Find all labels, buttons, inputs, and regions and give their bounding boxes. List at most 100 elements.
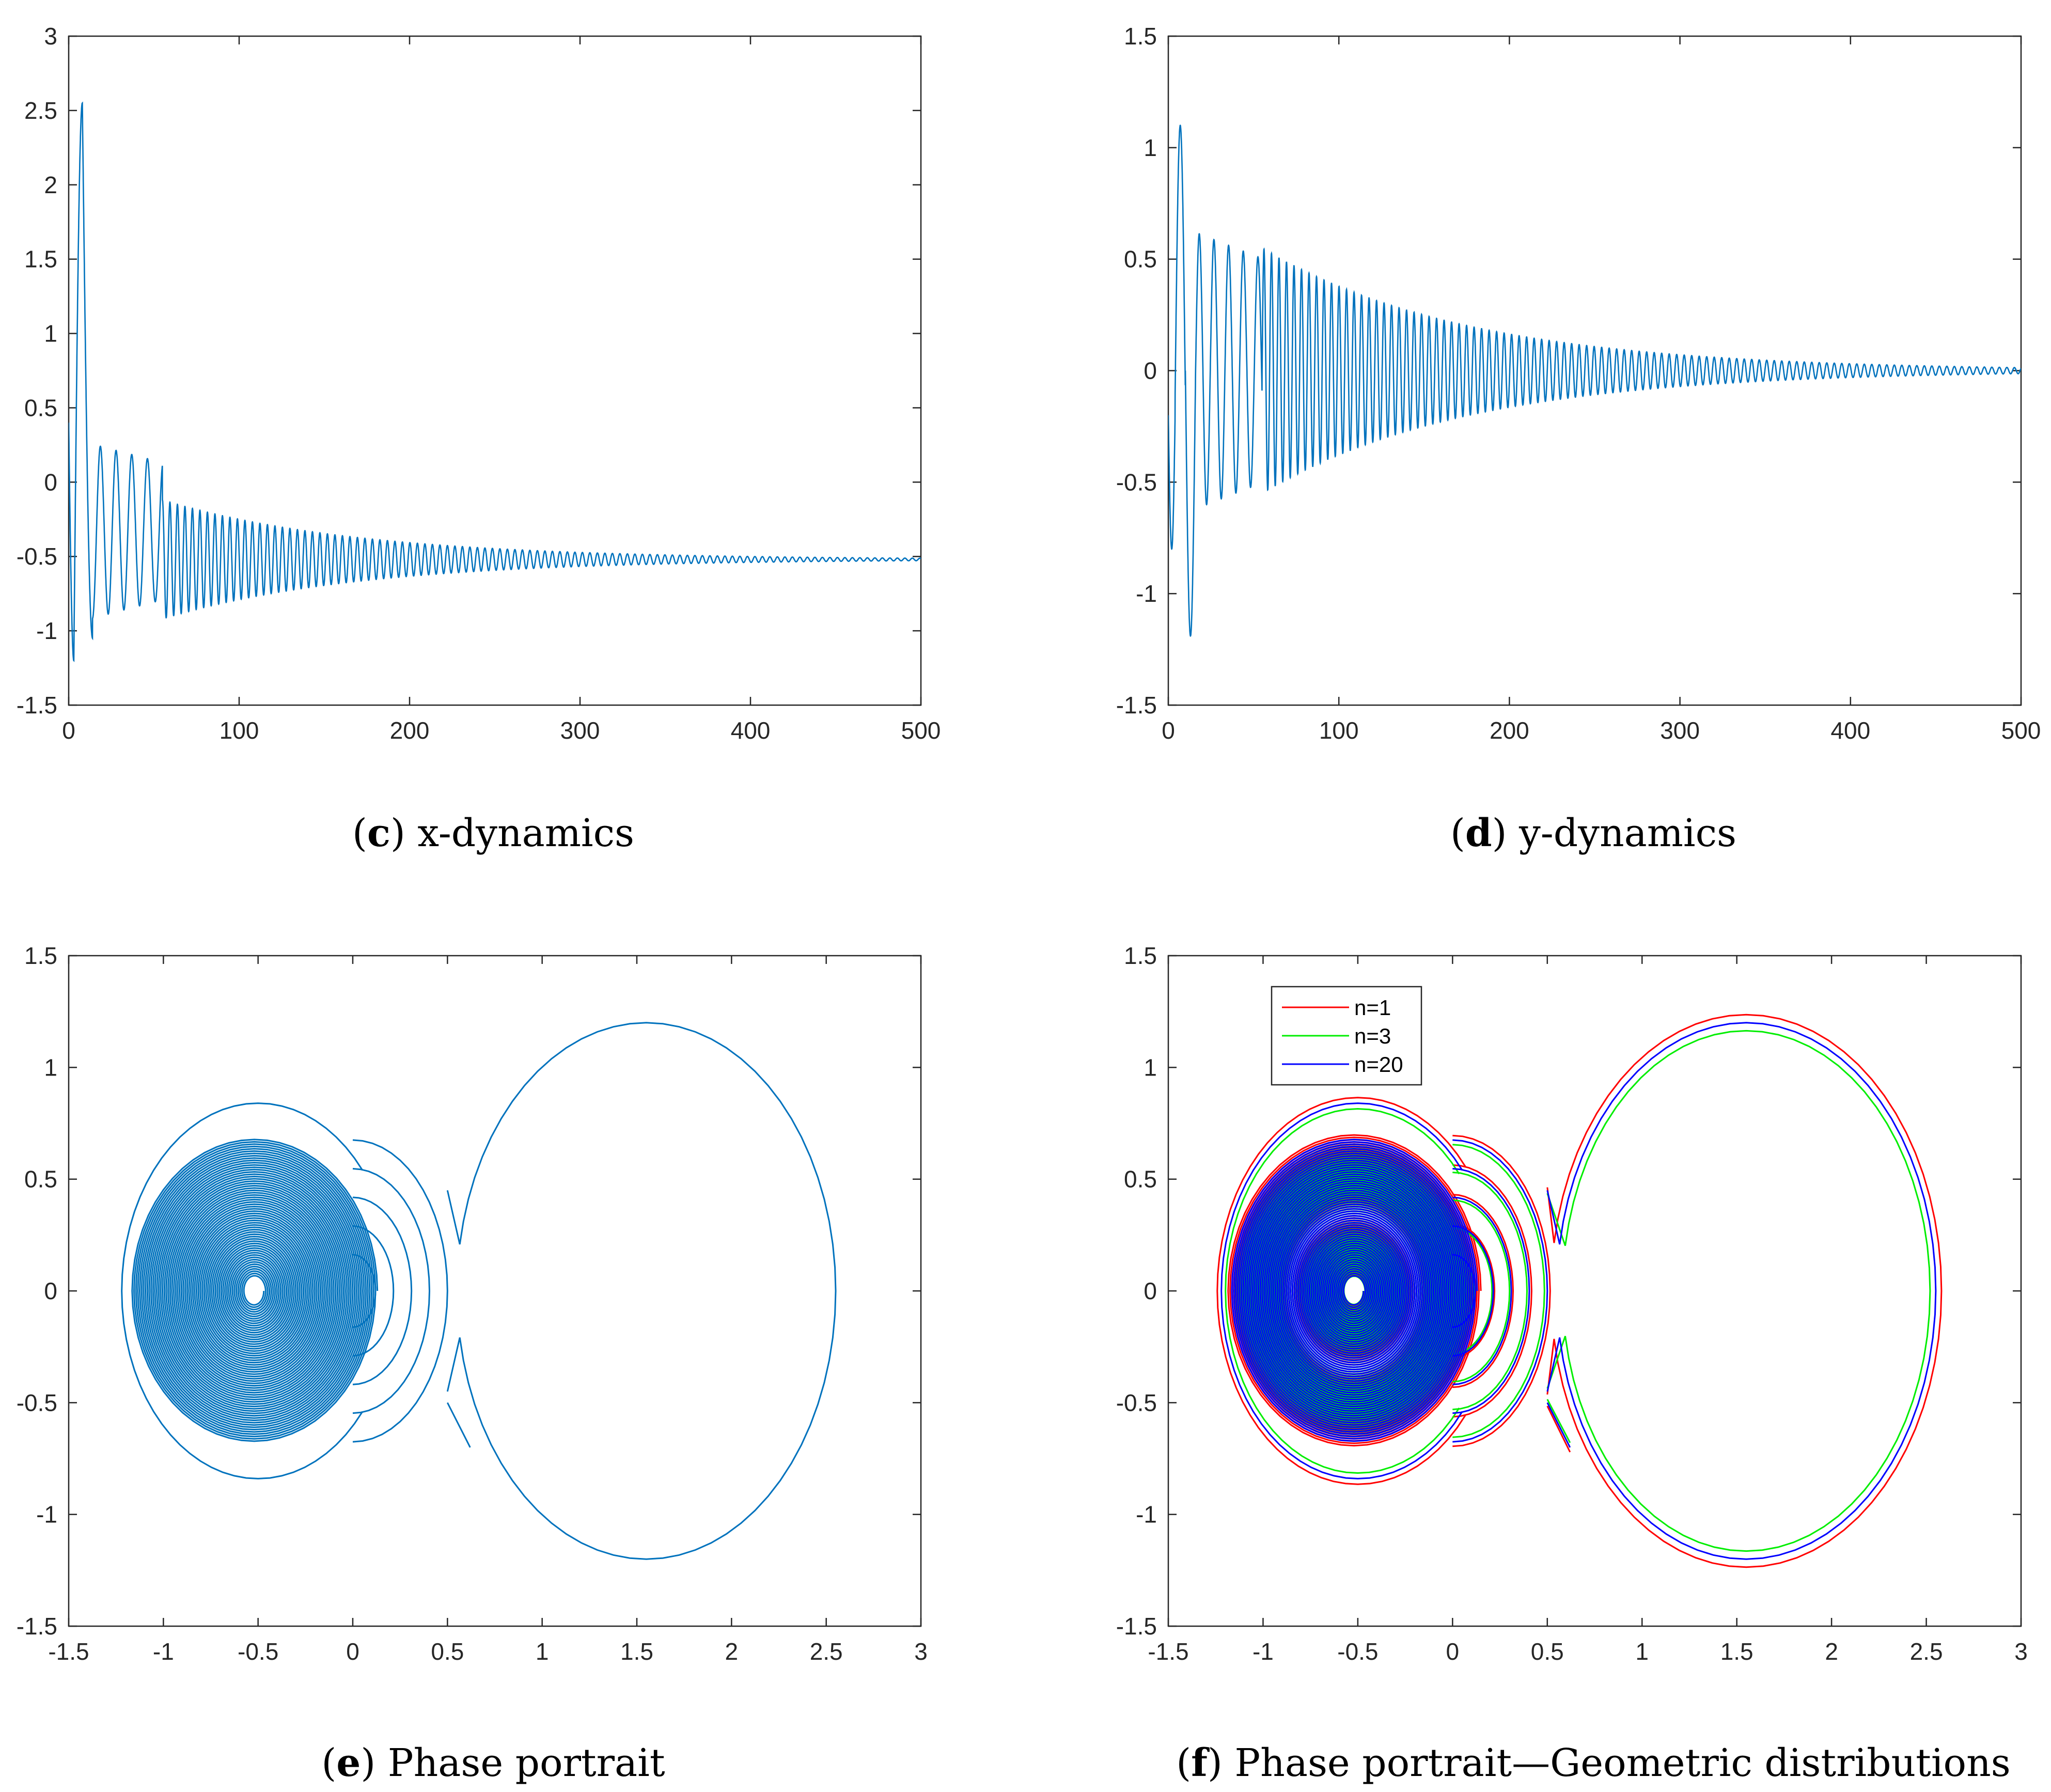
x-tick-label-e-1: -1 — [153, 1638, 174, 1665]
series-e-0-seg-2 — [446, 1022, 837, 1560]
series-f-2-seg-5 — [1452, 1196, 1512, 1385]
series-f-1-seg-4 — [1452, 1227, 1493, 1355]
x-tick-label-f-6: 1.5 — [1720, 1638, 1753, 1665]
series-e-0-seg-7 — [352, 1139, 448, 1443]
legend-label-f-1: n=3 — [1354, 1024, 1391, 1048]
caption-e-letter: e — [336, 1741, 361, 1785]
panel-f: -1.5 -1 -0.5 0 0.5 1 1.5 2 2.5 3 -1.5 -1 -0.5 0 0.5 1 1.… — [1116, 942, 2028, 1665]
series-f-0-seg-0 — [1546, 1406, 1571, 1453]
series-f-0-seg-1 — [1216, 1097, 1466, 1485]
x-tick-label-e-8: 2.5 — [810, 1638, 843, 1665]
y-tick-label-c-8: 2.5 — [24, 97, 57, 124]
x-tick-label-e-5: 1 — [536, 1638, 549, 1665]
x-tick-label-f-2: -0.5 — [1337, 1638, 1378, 1665]
series-f-1-seg-6 — [1452, 1172, 1528, 1410]
y-tick-label-e-4: 0.5 — [24, 1166, 57, 1193]
y-tick-label-e-0: -1.5 — [17, 1613, 57, 1640]
x-tick-label-e-6: 1.5 — [620, 1638, 653, 1665]
series-e-0-seg-4 — [352, 1225, 395, 1357]
caption-e-text: Phase portrait — [387, 1741, 665, 1785]
series-f-2-seg-2 — [1546, 1022, 1937, 1560]
x-tick-label-d-1: 100 — [1319, 717, 1359, 744]
x-tick-label-d-0: 0 — [1162, 717, 1175, 744]
x-tick-label-c-1: 100 — [220, 717, 259, 744]
series-f-0-seg-6 — [1452, 1164, 1532, 1418]
caption-d-letter: d — [1465, 811, 1492, 855]
y-tick-label-c-2: -0.5 — [17, 543, 57, 570]
x-tick-label-f-0: -1.5 — [1148, 1638, 1188, 1665]
x-tick-label-f-4: 0.5 — [1531, 1638, 1564, 1665]
y-tick-label-f-1: -1 — [1136, 1501, 1157, 1528]
panel-e: -1.5 -1 -0.5 0 0.5 1 1.5 2 2.5 3 -1.5 -1 -0.5 0 0.5 1 1.… — [17, 942, 928, 1665]
y-tick-label-e-2: -0.5 — [17, 1389, 57, 1416]
x-tick-label-c-3: 300 — [560, 717, 600, 744]
x-tick-label-f-3: 0 — [1446, 1638, 1460, 1665]
x-tick-label-e-3: 0 — [346, 1638, 359, 1665]
series-f-0-seg-2 — [1546, 1014, 1943, 1568]
series-f-1-seg-7 — [1452, 1144, 1545, 1438]
series-f-0-seg-7 — [1452, 1134, 1551, 1447]
y-tick-label-d-6: 1.5 — [1124, 23, 1157, 50]
caption-f-text: Phase portrait—Geometric distributions — [1234, 1741, 2011, 1785]
y-tick-label-d-0: -1.5 — [1116, 692, 1157, 719]
caption-c: (c) x-dynamics — [352, 811, 634, 855]
x-tick-label-d-3: 300 — [1660, 717, 1700, 744]
y-tick-label-f-3: 0 — [1144, 1277, 1157, 1304]
y-tick-label-f-2: -0.5 — [1116, 1389, 1157, 1416]
legend-label-f-2: n=20 — [1354, 1052, 1403, 1077]
y-tick-label-e-5: 1 — [44, 1054, 57, 1081]
series-f-1-seg-5 — [1452, 1199, 1511, 1383]
caption-f-letter: f — [1191, 1741, 1208, 1785]
x-tick-label-d-2: 200 — [1490, 717, 1529, 744]
series-f-2-seg-0 — [1546, 1402, 1571, 1448]
y-tick-label-f-4: 0.5 — [1124, 1166, 1157, 1193]
series-f-0-seg-4 — [1452, 1223, 1496, 1359]
caption-c-letter: c — [367, 811, 390, 855]
series-e-0-seg-1 — [121, 1102, 364, 1479]
y-tick-label-d-4: 0.5 — [1124, 246, 1157, 273]
series-f-2-seg-7 — [1452, 1139, 1548, 1443]
series-line-c — [69, 101, 921, 662]
y-tick-label-c-5: 1 — [44, 320, 57, 347]
y-tick-label-f-5: 1 — [1144, 1054, 1157, 1081]
y-tick-label-e-3: 0 — [44, 1277, 57, 1304]
caption-d: (d) y-dynamics — [1450, 811, 1737, 855]
series-f-0-seg-5 — [1452, 1194, 1514, 1388]
y-tick-label-d-2: -0.5 — [1116, 469, 1157, 495]
series-e-0-seg-6 — [352, 1167, 431, 1414]
series-f-1-seg-2 — [1546, 1030, 1931, 1552]
y-tick-label-c-9: 3 — [44, 23, 57, 50]
series-f-2-seg-1 — [1220, 1102, 1463, 1479]
x-tick-label-e-4: 0.5 — [431, 1638, 464, 1665]
y-tick-label-e-6: 1.5 — [24, 942, 57, 969]
series-f-2-seg-4 — [1452, 1225, 1494, 1357]
x-tick-label-c-5: 500 — [901, 717, 941, 744]
y-tick-label-c-4: 0.5 — [24, 394, 57, 421]
series-f-1-seg-0 — [1546, 1399, 1571, 1443]
series-f-2-seg-8 — [1231, 1139, 1478, 1442]
y-tick-label-d-1: -1 — [1136, 580, 1157, 607]
series-line-d — [1168, 124, 2021, 637]
y-tick-label-c-6: 1.5 — [24, 246, 57, 273]
y-tick-label-d-3: 0 — [1144, 357, 1157, 384]
x-tick-label-f-8: 2.5 — [1910, 1638, 1943, 1665]
x-tick-label-f-9: 3 — [2014, 1638, 2028, 1665]
series-f-1-seg-1 — [1225, 1108, 1460, 1474]
x-tick-label-c-2: 200 — [390, 717, 430, 744]
series-e-0-seg-5 — [352, 1196, 413, 1385]
caption-d-text: y-dynamics — [1519, 811, 1737, 855]
caption-f: (f) Phase portrait—Geometric distributio… — [1176, 1741, 2011, 1785]
y-tick-label-f-6: 1.5 — [1124, 942, 1157, 969]
y-tick-label-c-1: -1 — [36, 617, 57, 644]
series-e-0-seg-8 — [131, 1139, 379, 1442]
panel-c: 0 100 200 300 400 500 -1.5 -1 -0.5 0 0.5 1 1.5 2 2.5 3 — [17, 23, 941, 744]
y-tick-label-e-1: -1 — [36, 1501, 57, 1528]
plot-frame-e — [68, 955, 922, 1627]
x-tick-label-f-7: 2 — [1825, 1638, 1838, 1665]
series-f-2-seg-6 — [1452, 1167, 1530, 1414]
y-tick-label-c-0: -1.5 — [17, 692, 57, 719]
y-tick-label-c-3: 0 — [44, 469, 57, 495]
y-tick-label-c-7: 2 — [44, 172, 57, 198]
